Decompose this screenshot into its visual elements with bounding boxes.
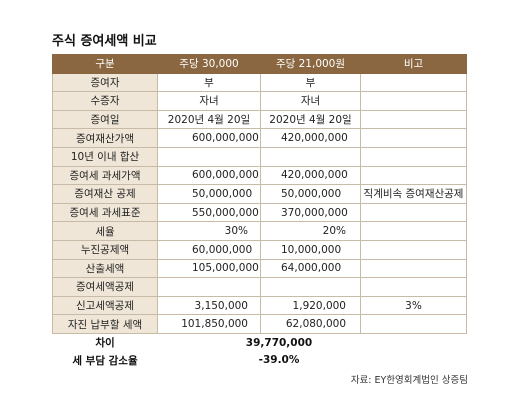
value-price-30000: 2020년 4월 20일 — [157, 109, 261, 130]
value-price-30000: 101,850,000 — [157, 314, 261, 334]
row-remark — [360, 128, 467, 148]
value-price-30000: 60,000,000 — [157, 239, 261, 260]
row-label: 자진 납부할 세액 — [52, 314, 158, 334]
summary-value: 39,770,000 — [245, 336, 313, 349]
header-price-30000: 주당 30,000 — [157, 54, 261, 74]
value-price-21000: 62,080,000 — [260, 314, 361, 334]
row-remark — [360, 109, 467, 130]
value-price-21000: 370,000,000 — [260, 202, 361, 223]
row-remark — [360, 165, 467, 186]
summary-label: 차이 — [95, 337, 115, 350]
summary-label: 세 부담 감소율 — [72, 354, 138, 367]
row-label: 세율 — [52, 221, 158, 241]
row-label: 증여재산가액 — [52, 128, 158, 148]
table-title: 주식 증여세액 비교 — [52, 34, 157, 49]
table-row: 증여세액공제 — [52, 277, 467, 297]
table-row: 누진공제액 60,000,000 10,000,000 — [52, 239, 467, 260]
summary-empty — [361, 333, 467, 351]
header-remarks: 비고 — [360, 54, 467, 74]
row-remark — [360, 202, 467, 223]
table-row: 증여세 과세가액 600,000,000 420,000,000 — [52, 165, 467, 186]
value-price-30000: 105,000,000 — [157, 258, 261, 279]
value-price-30000: 600,000,000 — [157, 165, 261, 186]
value-price-21000: 부 — [260, 72, 361, 93]
value-price-30000 — [157, 146, 261, 167]
tax-comparison-table: 구분 주당 30,000 주당 21,000원 비고 증여자 부 부 수증자 자녀 자녀 증… — [52, 54, 467, 369]
value-price-30000 — [157, 277, 261, 297]
value-price-21000: 1,920,000 — [260, 295, 361, 316]
row-remark — [360, 72, 467, 93]
value-price-30000: 3,150,000 — [157, 295, 261, 316]
row-remark — [360, 277, 467, 297]
summary-row: 세 부담 감소율 -39.0% — [53, 352, 467, 370]
row-label: 증여재산 공제 — [52, 184, 158, 204]
row-remark — [360, 146, 467, 167]
table-row: 산출세액 105,000,000 64,000,000 — [52, 258, 467, 279]
row-remark — [360, 221, 467, 241]
table-row: 자진 납부할 세액 101,850,000 62,080,000 — [52, 314, 467, 334]
value-price-30000: 자녀 — [157, 91, 261, 111]
value-price-21000: 64,000,000 — [260, 258, 361, 279]
value-price-30000: 50,000,000 — [157, 184, 261, 204]
table-row: 증여일 2020년 4월 20일 2020년 4월 20일 — [52, 109, 467, 130]
value-price-21000: 420,000,000 — [260, 128, 361, 148]
row-label: 증여세 과세가액 — [52, 165, 158, 186]
summary-value: -39.0% — [258, 354, 300, 367]
row-label: 누진공제액 — [52, 239, 158, 260]
row-remark: 직계비속 증여재산공제 — [360, 184, 467, 204]
value-price-21000 — [260, 277, 361, 297]
row-remark — [360, 314, 467, 334]
value-price-30000: 30% — [157, 221, 261, 241]
row-label: 신고세액공제 — [52, 295, 158, 316]
table-row: 증여재산 공제 50,000,000 50,000,000 직계비속 증여재산공제 — [52, 184, 467, 204]
row-remark — [360, 239, 467, 260]
value-price-21000: 2020년 4월 20일 — [260, 109, 361, 130]
value-price-21000: 10,000,000 — [260, 239, 361, 260]
summary-row: 차이 39,770,000 — [53, 333, 467, 351]
row-remark — [360, 258, 467, 279]
value-price-21000: 50,000,000 — [260, 184, 361, 204]
source-note: 자료: EY한영회계법인 상증팀 — [350, 375, 468, 386]
table-row: 증여자 부 부 — [52, 72, 467, 93]
table-row: 증여재산가액 600,000,000 420,000,000 — [52, 128, 467, 148]
row-remark — [360, 91, 467, 111]
row-label: 10년 이내 합산 — [52, 146, 158, 167]
table-row: 신고세액공제 3,150,000 1,920,000 3% — [52, 295, 467, 316]
value-price-21000: 420,000,000 — [260, 165, 361, 186]
row-label: 산출세액 — [52, 258, 158, 279]
table-row: 수증자 자녀 자녀 — [52, 91, 467, 111]
value-price-21000 — [260, 146, 361, 167]
table-row: 증여세 과세표준 550,000,000 370,000,000 — [52, 202, 467, 223]
table-header-row: 구분 주당 30,000 주당 21,000원 비고 — [52, 54, 467, 74]
row-label: 증여세액공제 — [52, 277, 158, 297]
value-price-30000: 550,000,000 — [157, 202, 261, 223]
row-label: 증여세 과세표준 — [52, 202, 158, 223]
row-label: 증여일 — [52, 109, 158, 130]
summary-empty — [361, 352, 467, 370]
row-label: 증여자 — [52, 72, 158, 93]
value-price-30000: 600,000,000 — [157, 128, 261, 148]
row-remark: 3% — [360, 295, 467, 316]
row-label: 수증자 — [52, 91, 158, 111]
header-price-21000: 주당 21,000원 — [260, 54, 361, 74]
table-row: 세율 30% 20% — [52, 221, 467, 241]
table-row: 10년 이내 합산 — [52, 146, 467, 167]
header-category: 구분 — [52, 54, 158, 74]
value-price-21000: 20% — [260, 221, 361, 241]
value-price-21000: 자녀 — [260, 91, 361, 111]
value-price-30000: 부 — [157, 72, 261, 93]
